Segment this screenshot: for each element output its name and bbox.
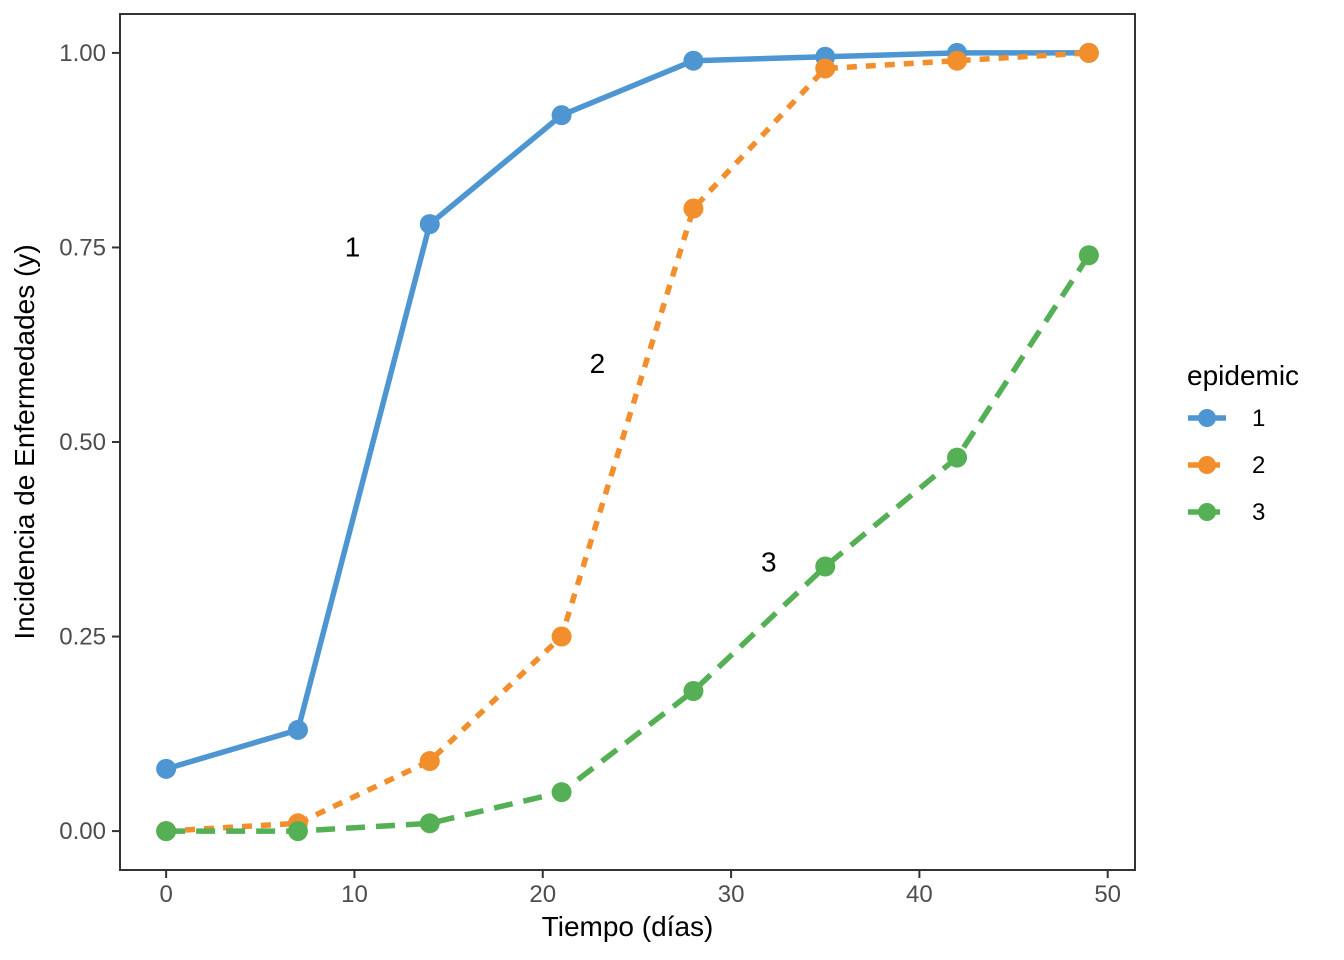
series-1-point (419, 214, 440, 235)
x-tick-label: 40 (906, 881, 933, 908)
legend-key-3-dot (1198, 503, 1216, 521)
y-tick-label: 0.75 (59, 234, 106, 261)
series-1-line (165, 50, 1089, 772)
series-3-point (815, 556, 836, 577)
series-1-point (156, 758, 177, 779)
series-3-point (683, 681, 704, 702)
annotation-2: 2 (590, 348, 606, 379)
series-2-point (683, 198, 704, 219)
series-1-point (683, 50, 704, 71)
series-1-point (551, 105, 572, 126)
x-tick-label: 20 (529, 881, 556, 908)
series-3-point (156, 821, 177, 842)
legend-label-1: 1 (1252, 405, 1265, 432)
annotation-1: 1 (345, 231, 361, 262)
legend-label-3: 3 (1252, 499, 1265, 526)
series-2-point (815, 58, 836, 79)
y-axis-title: Incidencia de Enfermedades (y) (9, 244, 40, 639)
series-2-point (551, 626, 572, 647)
series-2-line (165, 50, 1090, 834)
y-tick-label: 0.25 (59, 624, 106, 651)
x-tick-label: 30 (718, 881, 745, 908)
series-3-point (551, 782, 572, 803)
x-tick-label: 50 (1094, 881, 1121, 908)
series-2-point (419, 751, 440, 772)
legend-label-2: 2 (1252, 452, 1265, 479)
legend-title: epidemic (1187, 360, 1299, 391)
y-tick-label: 0.00 (59, 818, 106, 845)
y-tick-label: 1.00 (59, 40, 106, 67)
y-tick-label: 0.50 (59, 429, 106, 456)
x-axis-title: Tiempo (días) (542, 911, 714, 942)
x-tick-label: 0 (159, 881, 172, 908)
series-3-point (419, 813, 440, 834)
series-3-line (166, 253, 1092, 834)
legend: epidemic 1 2 3 (1187, 360, 1299, 526)
series-2-point (947, 50, 968, 71)
series-2-point (1078, 42, 1099, 63)
annotation-3: 3 (761, 547, 777, 578)
x-tick-label: 10 (341, 881, 368, 908)
series-3-point (1078, 245, 1099, 266)
series-3-point (947, 447, 968, 468)
legend-key-2-dot (1198, 456, 1216, 474)
legend-key-1-dot (1198, 409, 1216, 427)
series-3-point (287, 821, 308, 842)
series-1-point (287, 719, 308, 740)
